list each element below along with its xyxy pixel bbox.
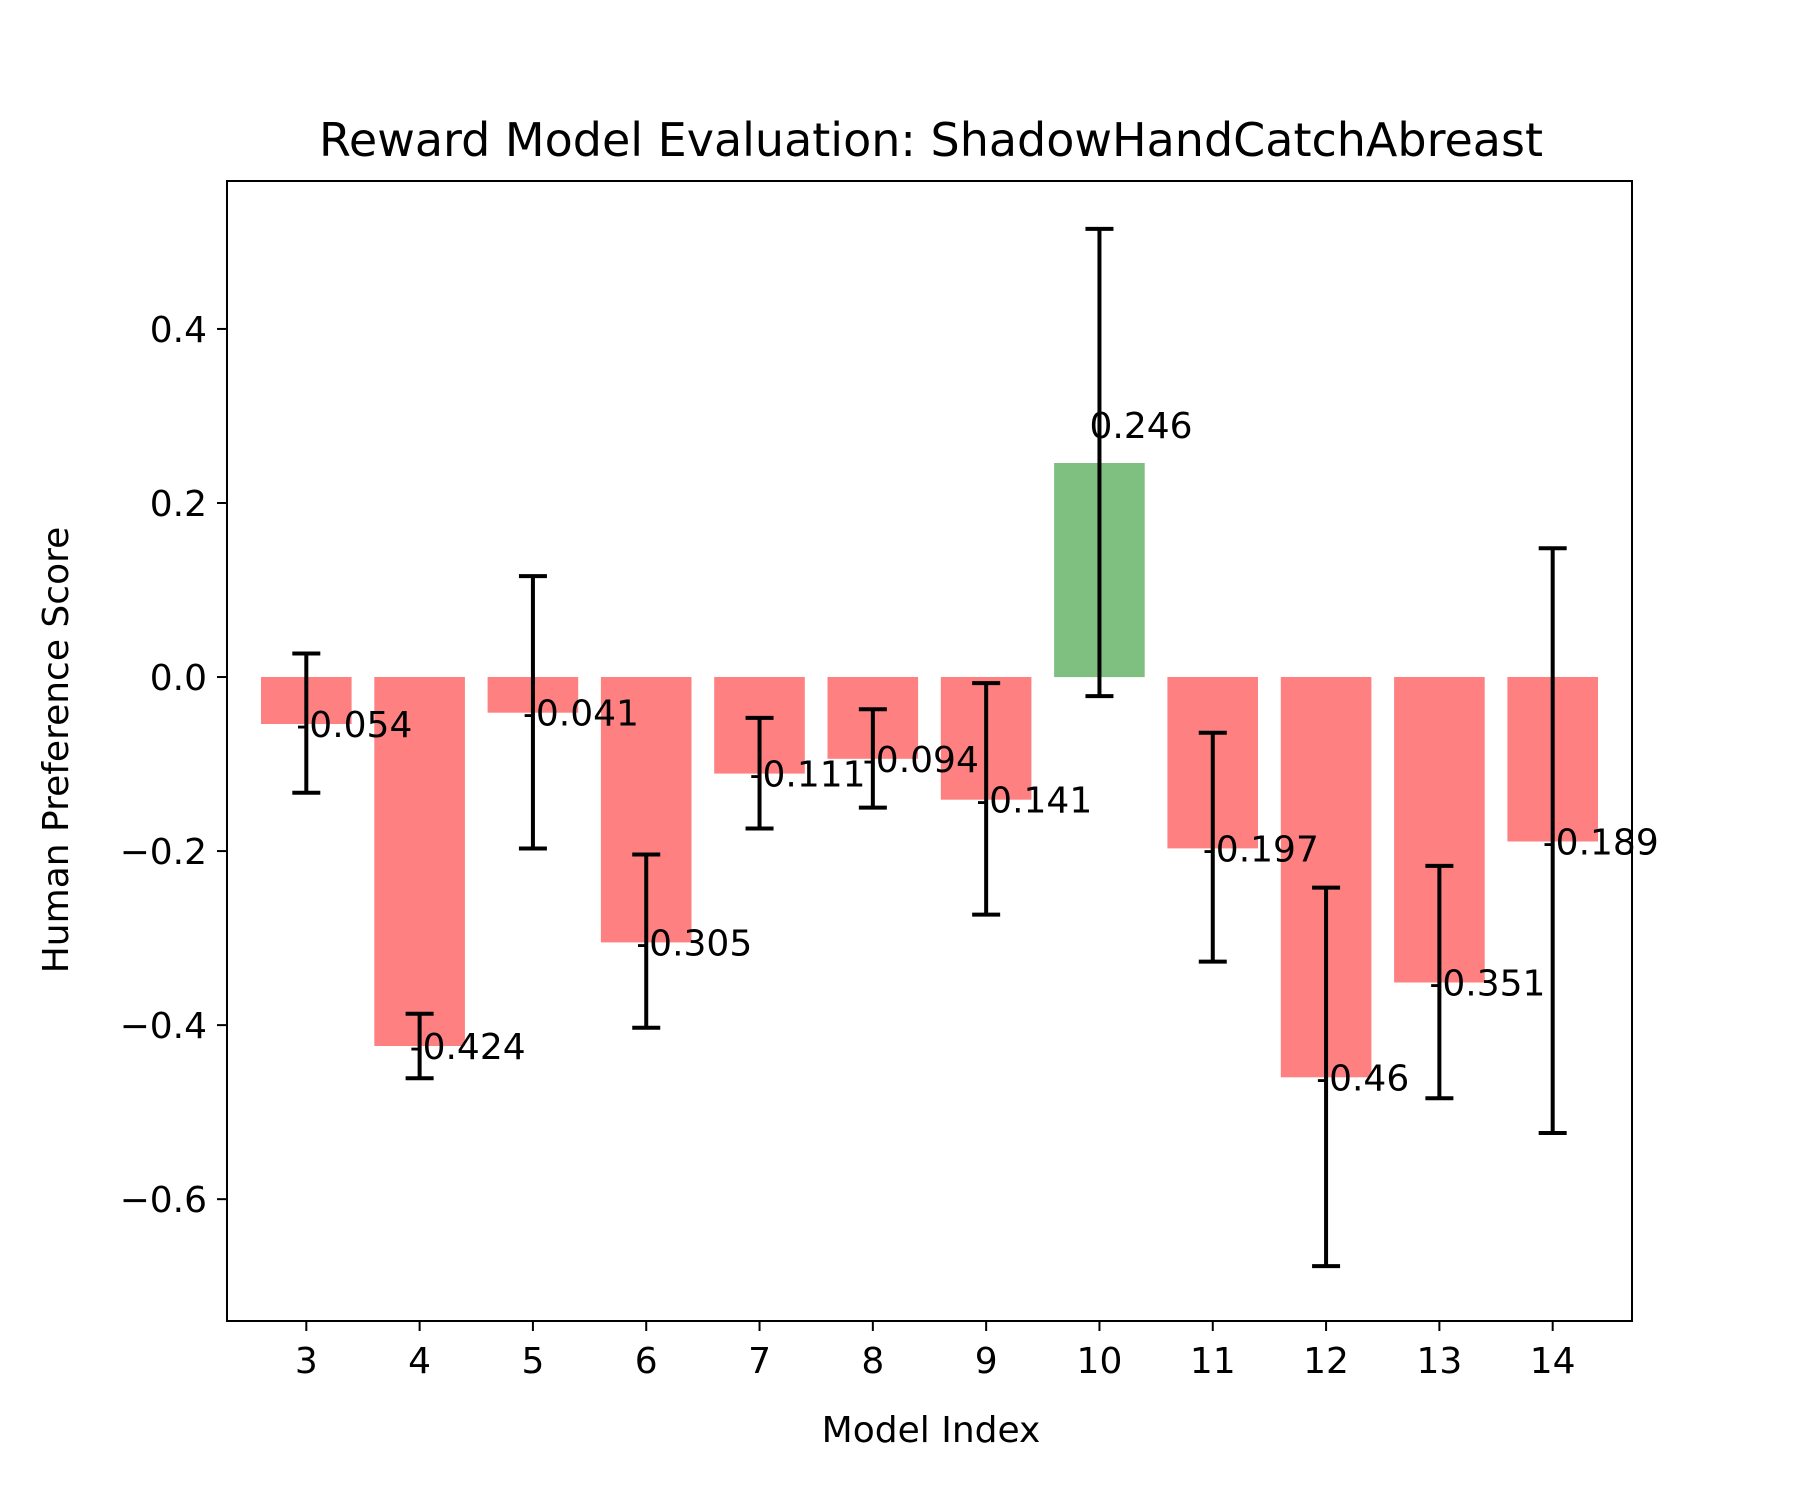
y-tick-label-0: 0.4: [150, 310, 207, 351]
value-label-8: -0.094: [863, 740, 979, 781]
x-tick-label-6: 6: [635, 1341, 658, 1382]
x-tick-label-4: 4: [408, 1341, 431, 1382]
value-label-10: 0.246: [1090, 406, 1193, 447]
value-label-3: -0.054: [296, 705, 412, 746]
value-label-4: -0.424: [410, 1027, 526, 1068]
y-axis-label: Human Preference Score: [36, 527, 77, 974]
x-tick-label-11: 11: [1190, 1341, 1236, 1382]
y-tick-label-4: −0.4: [120, 1006, 207, 1047]
plot-frame: [226, 180, 1633, 1322]
y-tick-label-5: −0.6: [120, 1180, 207, 1221]
x-tick-label-3: 3: [295, 1341, 318, 1382]
y-tick-label-1: 0.2: [150, 484, 207, 525]
x-tick-label-13: 13: [1416, 1341, 1462, 1382]
value-label-5: -0.041: [523, 694, 639, 735]
x-tick-label-7: 7: [748, 1341, 771, 1382]
value-label-9: -0.141: [976, 781, 1092, 822]
x-axis-label: Model Index: [822, 1410, 1041, 1451]
value-label-11: -0.197: [1203, 830, 1319, 871]
value-label-7: -0.111: [750, 755, 866, 796]
x-tick-label-9: 9: [975, 1341, 998, 1382]
y-tick-label-2: 0.0: [150, 658, 207, 699]
x-tick-label-8: 8: [861, 1341, 884, 1382]
bar-4: [374, 677, 465, 1046]
value-labels-group: -0.054-0.424-0.041-0.305-0.111-0.094-0.1…: [296, 406, 1658, 1099]
value-label-14: -0.189: [1543, 823, 1659, 864]
x-tick-label-14: 14: [1530, 1341, 1576, 1382]
value-label-12: -0.46: [1316, 1058, 1409, 1099]
value-label-6: -0.305: [636, 924, 752, 965]
y-tick-label-3: −0.2: [120, 832, 207, 873]
x-tick-label-5: 5: [521, 1341, 544, 1382]
chart-title: Reward Model Evaluation: ShadowHandCatch…: [319, 113, 1543, 167]
y-axis: 0.4 0.2 0.0 −0.2 −0.4 −0.6: [120, 310, 227, 1221]
error-bars-group: [292, 226, 1567, 1269]
x-tick-label-10: 10: [1077, 1341, 1123, 1382]
x-axis: 3 4 5 6 7 8 9 10 11 12 13 14: [295, 1321, 1576, 1382]
x-tick-label-12: 12: [1303, 1341, 1349, 1382]
value-label-13: -0.351: [1429, 964, 1545, 1005]
